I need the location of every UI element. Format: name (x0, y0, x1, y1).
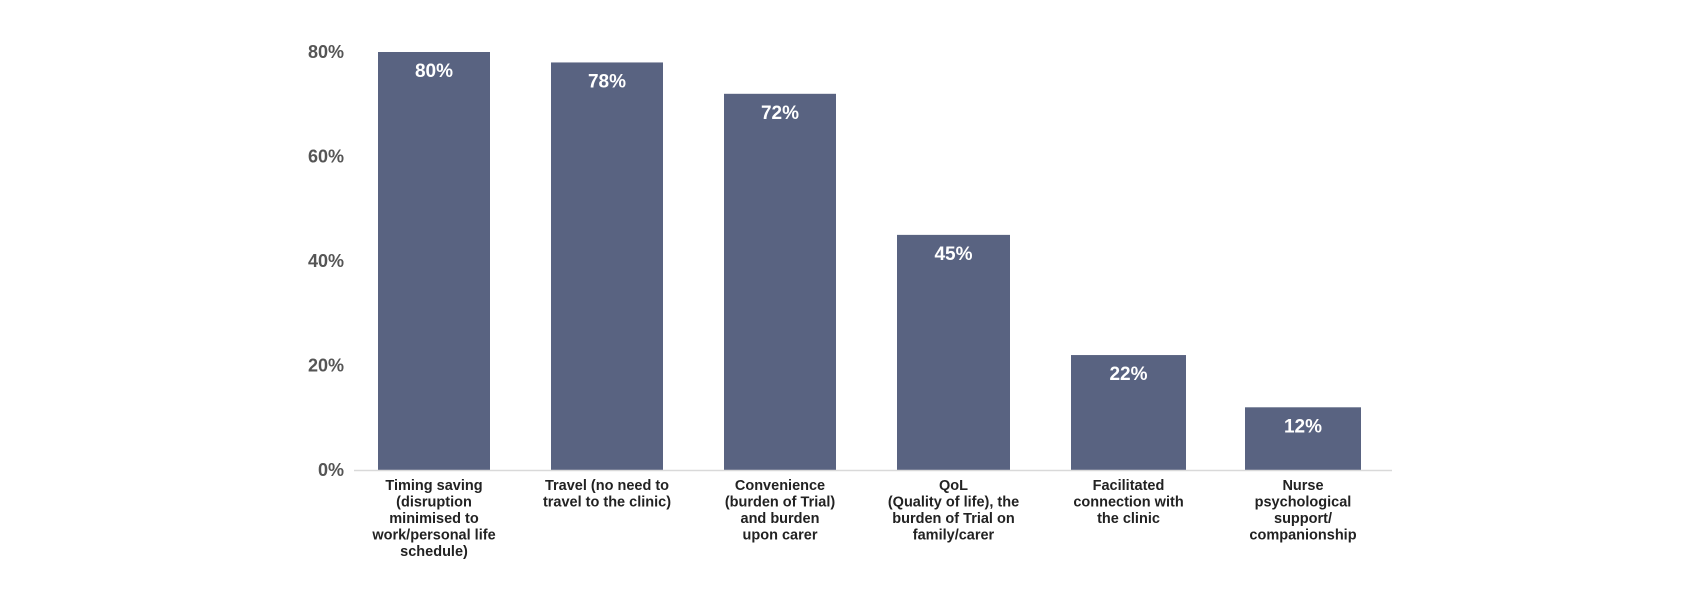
category-label-line: travel to the clinic) (543, 495, 671, 511)
category-label: Travel (no need to travel to the clinic) (543, 478, 671, 511)
category-label-line: Facilitated (1093, 478, 1165, 494)
category-label-line: QoL (939, 478, 968, 494)
category-label-line: schedule) (400, 544, 468, 560)
category-label-line: work/personal life (371, 528, 495, 544)
y-tick-label: 0% (318, 460, 344, 480)
category-label: Timing saving (disruption minimised to work… (371, 478, 495, 560)
category-label: Facilitated connection with the clinic (1073, 478, 1183, 527)
category-label-line: Convenience (735, 478, 825, 494)
category-label: Nurse psychological support/companionship (1249, 478, 1356, 544)
bar-value-label: 72% (761, 103, 799, 124)
y-tick-label: 40% (308, 251, 344, 271)
category-labels-group: Timing saving (disruption minimised to work… (371, 478, 1356, 560)
data-labels-group: 80% 78% 72% 45% 22% 12% (415, 61, 1322, 437)
y-axis-ticks: 0% 20% 40% 60% 80% (308, 42, 344, 480)
bar-value-label: 12% (1284, 416, 1322, 437)
bar (897, 234, 1010, 470)
category-label: Convenience (burden of Trial) and burden up… (725, 478, 836, 544)
category-label-line: psychological (1255, 495, 1352, 511)
bar (1245, 407, 1361, 470)
category-label-line: and burden (741, 511, 820, 527)
category-label-line: support/ (1274, 511, 1332, 527)
category-label: QoL (Quality of life), the burden of Trial… (888, 478, 1019, 544)
y-tick-label: 80% (308, 42, 344, 62)
bars-group (378, 52, 1361, 471)
bar-value-label: 22% (1109, 364, 1147, 385)
bar-value-label: 78% (588, 71, 626, 92)
y-tick-label: 60% (308, 147, 344, 167)
bar-value-label: 45% (934, 244, 972, 265)
category-label-line: Travel (no need to (545, 478, 669, 494)
y-tick-label: 20% (308, 356, 344, 376)
category-label-line: family/carer (913, 528, 995, 544)
category-label-line: Timing saving (385, 478, 482, 494)
category-label-line: (Quality of life), the (888, 495, 1019, 511)
bar (724, 93, 836, 471)
category-label-line: burden of Trial on (892, 511, 1014, 527)
category-label-line: connection with (1073, 495, 1183, 511)
bar (378, 52, 490, 470)
category-label-line: (disruption (396, 495, 472, 511)
category-label-line: the clinic (1097, 511, 1160, 527)
category-label-line: upon carer (743, 528, 818, 544)
category-label-line: companionship (1249, 528, 1356, 544)
category-label-line: (burden of Trial) (725, 495, 836, 511)
category-label-line: Nurse (1282, 478, 1323, 494)
bar (551, 62, 663, 470)
bar (1071, 355, 1186, 470)
bar-value-label: 80% (415, 61, 453, 82)
category-label-line: minimised to (389, 511, 479, 527)
